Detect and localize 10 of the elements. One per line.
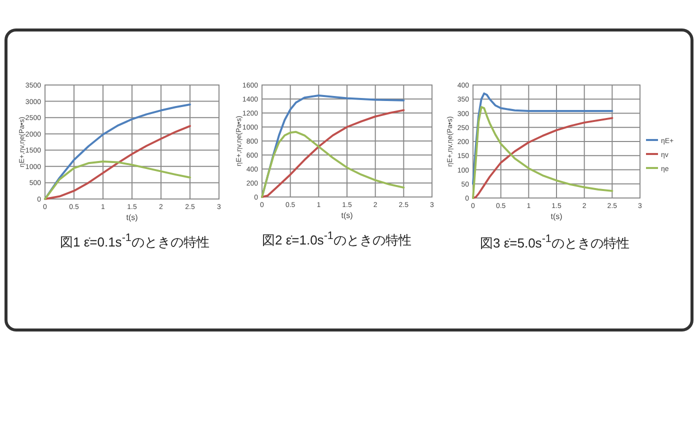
x-axis-title: t(s) bbox=[341, 211, 354, 220]
line-series bbox=[472, 92, 614, 185]
line-series bbox=[44, 160, 191, 200]
x-axis-title: t(s) bbox=[126, 213, 138, 222]
line-series bbox=[261, 130, 405, 198]
x-axis-title: t(s) bbox=[550, 212, 563, 221]
text: 図2 ε̇=1.0s$^{-1}$のときの特性 bbox=[262, 230, 412, 250]
text: 図3 ε̇=5.0s$^{-1}$のときの特性 bbox=[480, 233, 630, 252]
text: 図1 ε̇=0.1s$^{-1}$のときの特性 bbox=[60, 232, 210, 252]
line-series bbox=[44, 125, 191, 200]
